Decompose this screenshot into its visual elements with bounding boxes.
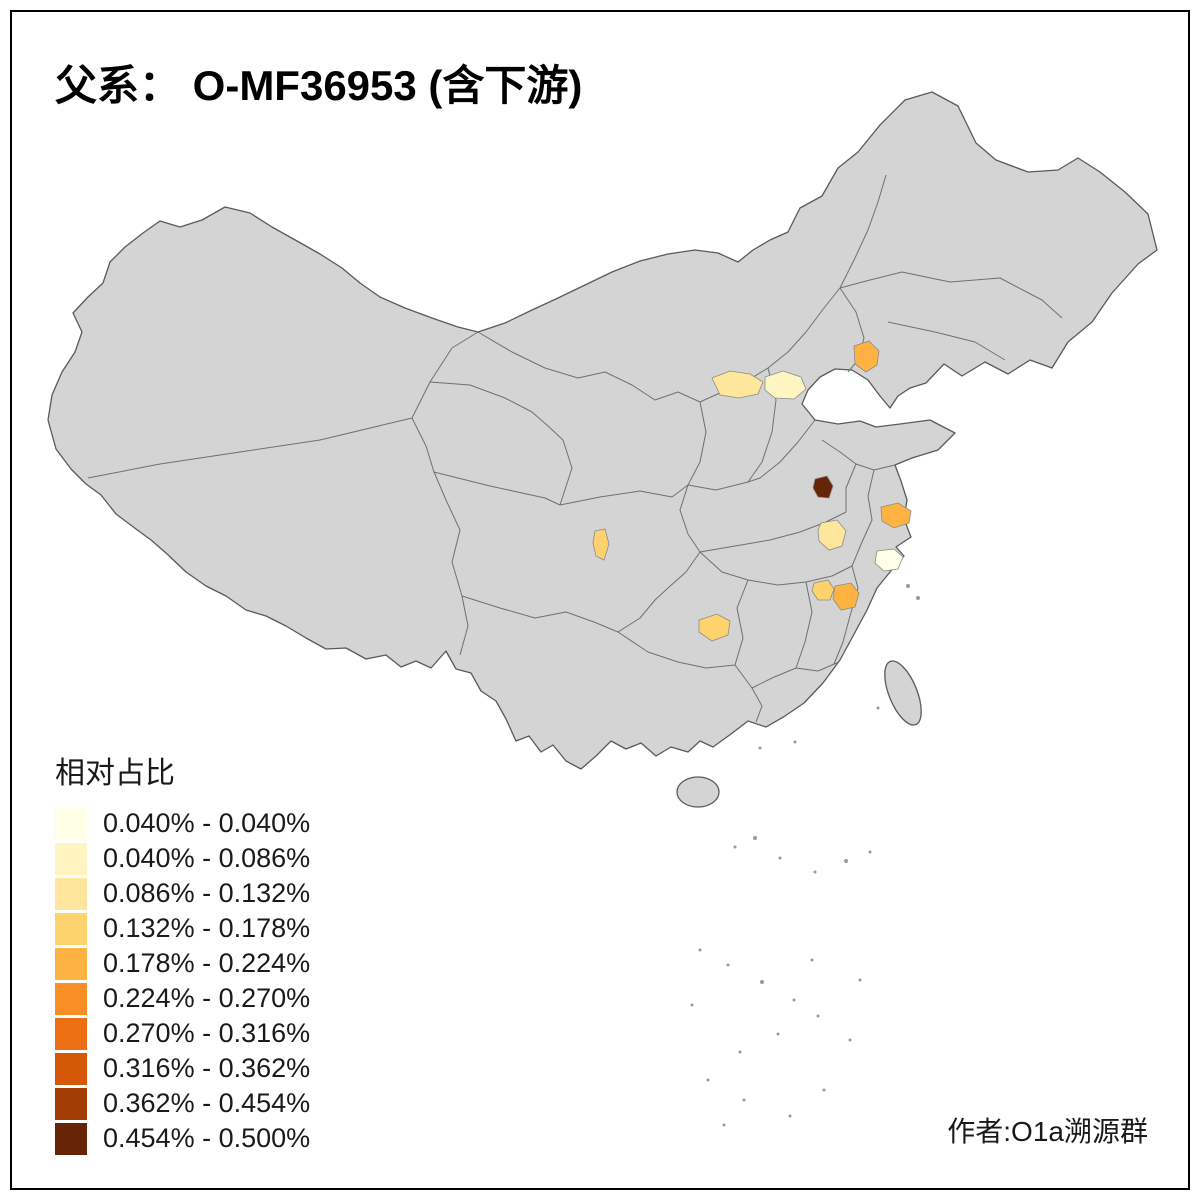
- legend-label: 0.362% - 0.454%: [103, 1088, 311, 1118]
- legend-label: 0.454% - 0.500%: [103, 1123, 311, 1153]
- map-region-jiangxi-west: [811, 579, 835, 601]
- highlighted-regions: [592, 340, 912, 642]
- china-mainland-shape: [47, 91, 1158, 770]
- legend: 相对占比 0.040% - 0.040% 0.040% - 0.086% 0.0…: [55, 748, 310, 1156]
- legend-label: 0.132% - 0.178%: [103, 913, 311, 943]
- legend-item: 0.040% - 0.086%: [55, 841, 310, 876]
- legend-swatch: [55, 842, 87, 875]
- legend-label: 0.270% - 0.316%: [103, 1018, 311, 1048]
- map-region-guizhou: [698, 613, 731, 642]
- legend-title: 相对占比: [55, 757, 175, 790]
- map-region-liaoning: [853, 340, 880, 373]
- taiwan-island: [884, 660, 922, 726]
- legend-swatch: [55, 1017, 87, 1050]
- hainan-island: [676, 776, 720, 808]
- legend-label: 0.224% - 0.270%: [103, 983, 311, 1013]
- legend-item: 0.178% - 0.224%: [55, 946, 310, 981]
- legend-swatch: [55, 982, 87, 1015]
- legend-label: 0.178% - 0.224%: [103, 948, 311, 978]
- author-credit: 作者:O1a溯源群: [947, 1116, 1148, 1147]
- legend-swatch: [55, 947, 87, 980]
- legend-items: 0.040% - 0.040% 0.040% - 0.086% 0.086% -…: [55, 806, 310, 1156]
- legend-swatch: [55, 1122, 87, 1155]
- legend-item: 0.270% - 0.316%: [55, 1016, 310, 1051]
- legend-label: 0.316% - 0.362%: [103, 1053, 311, 1083]
- legend-item: 0.316% - 0.362%: [55, 1051, 310, 1086]
- map-region-zhejiang-north: [874, 548, 904, 572]
- legend-swatch: [55, 912, 87, 945]
- legend-swatch: [55, 877, 87, 910]
- legend-item: 0.224% - 0.270%: [55, 981, 310, 1016]
- map-region-anhui: [817, 519, 847, 551]
- map-region-hebei-east: [764, 370, 807, 400]
- legend-swatch: [55, 1052, 87, 1085]
- legend-item: 0.040% - 0.040%: [55, 806, 310, 841]
- south-china-sea-islands: [690, 584, 920, 1127]
- map-title: 父系： O-MF36953 (含下游): [55, 62, 583, 109]
- legend-item: 0.362% - 0.454%: [55, 1086, 310, 1121]
- province-borders: [87, 174, 1063, 723]
- legend-swatch: [55, 807, 87, 840]
- map-region-sichuan: [592, 528, 610, 561]
- legend-swatch: [55, 1087, 87, 1120]
- legend-label: 0.040% - 0.086%: [103, 843, 311, 873]
- legend-item: 0.132% - 0.178%: [55, 911, 310, 946]
- legend-item: 0.086% - 0.132%: [55, 876, 310, 911]
- map-region-henan-dark: [812, 475, 834, 499]
- map-region-hebei-west: [711, 370, 764, 399]
- map-region-jiangxi-east: [832, 582, 860, 611]
- legend-item: 0.454% - 0.500%: [55, 1121, 310, 1156]
- legend-label: 0.040% - 0.040%: [103, 808, 311, 838]
- legend-label: 0.086% - 0.132%: [103, 878, 311, 908]
- map-region-shanghai-jiangsu: [880, 502, 912, 529]
